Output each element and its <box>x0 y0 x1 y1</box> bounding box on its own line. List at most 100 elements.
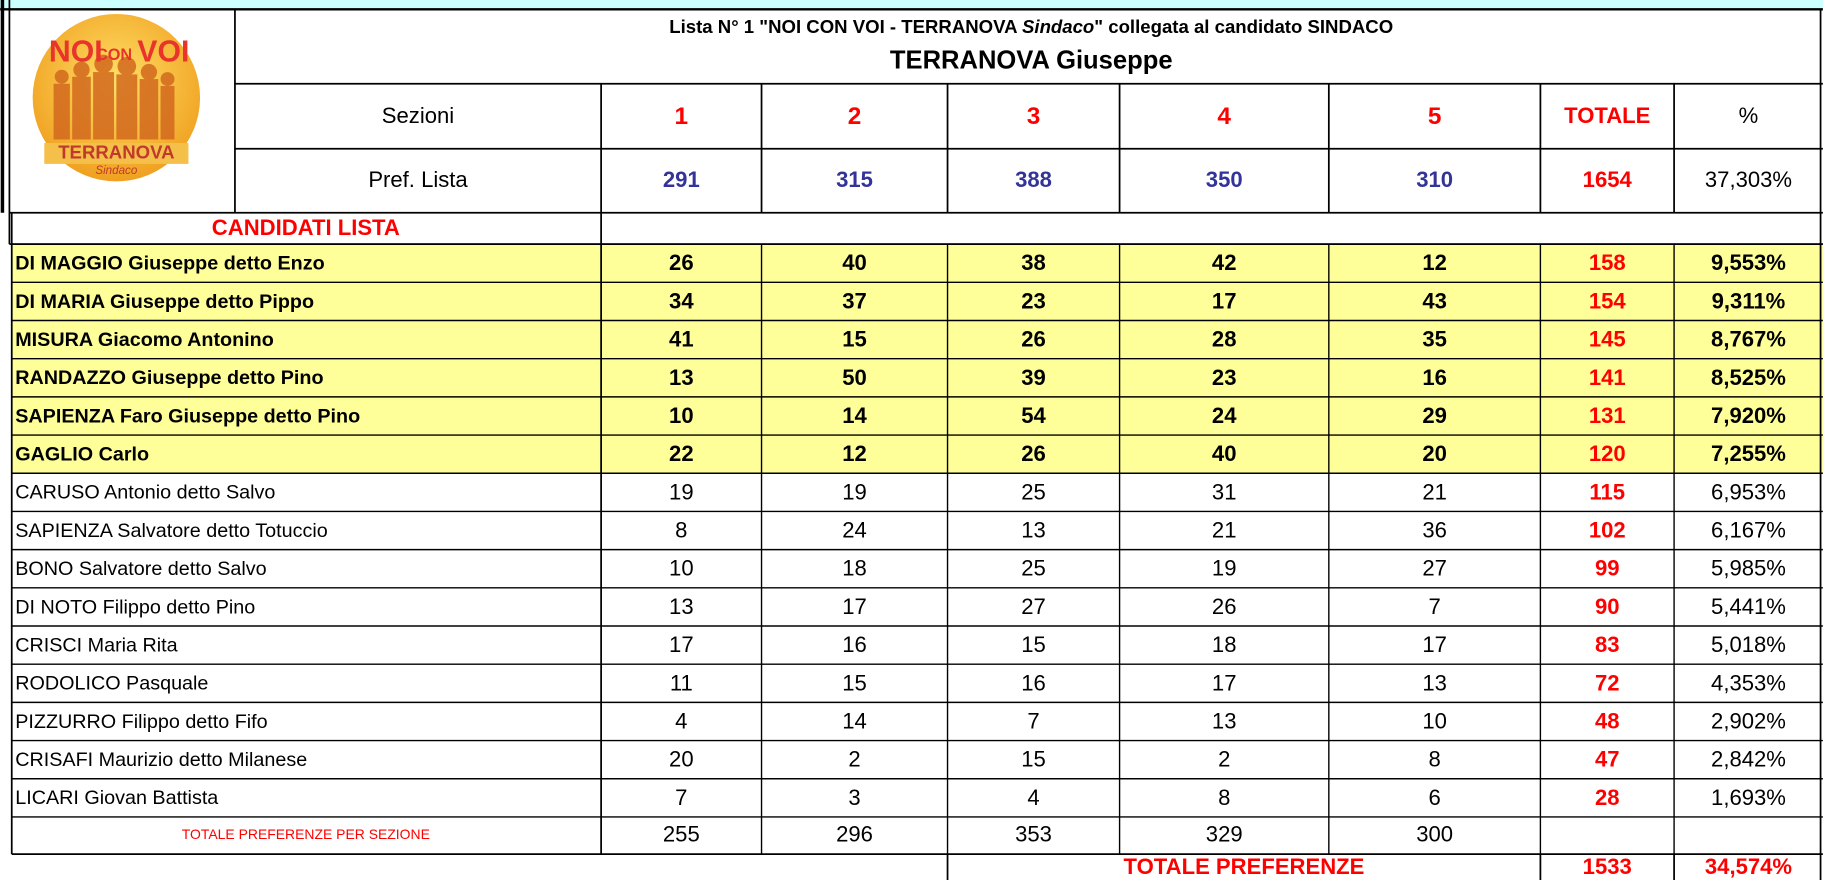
candidate-value: 19 <box>1212 556 1237 581</box>
section-total: 296 <box>836 821 873 846</box>
candidate-value: 25 <box>1021 479 1046 504</box>
candidate-value: 31 <box>1212 479 1237 504</box>
candidate-percent: 4,353% <box>1711 670 1786 695</box>
candidate-value: 8 <box>1428 747 1440 772</box>
candidate-total: 120 <box>1589 441 1626 466</box>
list-value: 350 <box>1206 167 1243 192</box>
candidate-value: 14 <box>842 403 867 428</box>
list-value: 388 <box>1015 167 1052 192</box>
candidate-name: RANDAZZO Giuseppe detto Pino <box>15 367 323 389</box>
candidate-name: MISURA Giacomo Antonino <box>15 329 274 351</box>
candidate-total: 141 <box>1589 365 1626 390</box>
list-value: 291 <box>663 167 700 192</box>
list-total: 1654 <box>1583 167 1633 192</box>
candidate-name: SAPIENZA Salvatore detto Totuccio <box>15 520 328 542</box>
candidate-value: 8 <box>675 518 687 543</box>
list-value: 310 <box>1416 167 1453 192</box>
candidate-value: 10 <box>669 403 694 428</box>
title-part: Sindaco <box>1022 16 1094 37</box>
candidate-value: 37 <box>842 288 867 313</box>
candidate-value: 12 <box>842 441 867 466</box>
candidate-value: 54 <box>1021 403 1046 428</box>
section-total: 329 <box>1206 821 1243 846</box>
candidate-value: 20 <box>669 747 694 772</box>
candidate-value: 16 <box>1422 365 1447 390</box>
candidate-value: 26 <box>669 250 694 275</box>
candidate-name: SAPIENZA Faro Giuseppe detto Pino <box>15 405 360 427</box>
title-part: " collegata al candidato SINDACO <box>1094 16 1393 37</box>
grand-total: 1533 <box>1583 854 1632 879</box>
candidate-name: CRISCI Maria Rita <box>15 634 177 656</box>
candidate-percent: 2,842% <box>1711 747 1786 772</box>
candidate-value: 23 <box>1021 288 1046 313</box>
candidate-percent: 7,255% <box>1711 441 1786 466</box>
section-total: 300 <box>1416 821 1453 846</box>
candidate-value: 25 <box>1021 556 1046 581</box>
candidate-name: DI MARIA Giuseppe detto Pippo <box>15 291 314 313</box>
candidate-name: DI NOTO Filippo detto Pino <box>15 596 255 618</box>
candidate-value: 6 <box>1428 785 1440 810</box>
candidate-percent: 6,953% <box>1711 479 1786 504</box>
candidate-value: 10 <box>1422 708 1447 733</box>
list-value: 315 <box>836 167 873 192</box>
candidate-value: 15 <box>1021 632 1046 657</box>
candidate-total: 99 <box>1595 556 1620 581</box>
page: {"header":{"title_pre":"Lista N° 1 \"NOI… <box>0 0 1823 880</box>
grand-total-label: TOTALE PREFERENZE <box>1124 854 1365 879</box>
candidate-value: 50 <box>842 365 867 390</box>
candidate-value: 15 <box>842 670 867 695</box>
list-percent: 37,303% <box>1705 167 1792 192</box>
candidate-total: 154 <box>1589 288 1627 313</box>
section-header: 3 <box>1027 103 1041 130</box>
candidate-value: 36 <box>1422 518 1447 543</box>
candidate-value: 4 <box>1027 785 1039 810</box>
candidate-value: 42 <box>1212 250 1237 275</box>
candidate-value: 11 <box>670 670 693 695</box>
candidate-value: 12 <box>1422 250 1447 275</box>
totals-label: TOTALE PREFERENZE PER SEZIONE <box>182 826 430 842</box>
candidate-value: 29 <box>1422 403 1447 428</box>
candidate-value: 17 <box>669 632 694 657</box>
candidate-value: 2 <box>1218 747 1230 772</box>
candidate-name: TERRANOVA Giuseppe <box>890 46 1173 74</box>
logo-text: CON <box>96 46 132 64</box>
section-total: 353 <box>1015 821 1052 846</box>
candidate-value: 7 <box>675 785 687 810</box>
candidate-value: 17 <box>1212 670 1237 695</box>
candidate-total: 83 <box>1595 632 1620 657</box>
candidate-value: 22 <box>669 441 694 466</box>
candidate-value: 35 <box>1422 327 1447 352</box>
candidate-value: 13 <box>669 594 694 619</box>
candidate-value: 39 <box>1021 365 1046 390</box>
candidate-percent: 9,311% <box>1712 288 1786 313</box>
candidate-name: CRISAFI Maurizio detto Milanese <box>15 749 307 771</box>
candidate-value: 41 <box>669 327 694 352</box>
candidate-value: 14 <box>842 708 867 733</box>
candidate-percent: 2,902% <box>1711 708 1786 733</box>
candidate-value: 8 <box>1218 785 1230 810</box>
candidate-value: 13 <box>1021 518 1046 543</box>
section-total: 255 <box>663 821 700 846</box>
candidate-total: 90 <box>1595 594 1620 619</box>
sheet: NOI CON VOI TERRANOVA Sindaco Lista N° 1… <box>0 0 1823 880</box>
logo-text: NOI <box>49 35 103 68</box>
candidate-name: CARUSO Antonio detto Salvo <box>15 482 275 504</box>
candidate-percent: 6,167% <box>1711 518 1786 543</box>
candidate-total: 145 <box>1589 327 1626 352</box>
section-label: CANDIDATI LISTA <box>212 215 400 240</box>
candidate-value: 26 <box>1021 327 1046 352</box>
candidate-name: BONO Salvatore detto Salvo <box>15 558 266 580</box>
candidate-percent: 5,018% <box>1711 632 1786 657</box>
candidate-value: 24 <box>1212 403 1237 428</box>
candidate-value: 18 <box>842 556 867 581</box>
title: Lista N° 1 "NOI CON VOI - TERRANOVA Sind… <box>669 16 1393 37</box>
section-header: 4 <box>1217 103 1231 130</box>
candidate-percent: 8,767% <box>1711 327 1786 352</box>
candidate-value: 3 <box>848 785 860 810</box>
candidate-value: 16 <box>842 632 867 657</box>
row-highlight <box>12 435 1823 473</box>
candidate-value: 17 <box>1422 632 1447 657</box>
candidate-total: 28 <box>1595 785 1620 810</box>
candidate-value: 15 <box>842 327 867 352</box>
section-header: 2 <box>848 103 862 130</box>
